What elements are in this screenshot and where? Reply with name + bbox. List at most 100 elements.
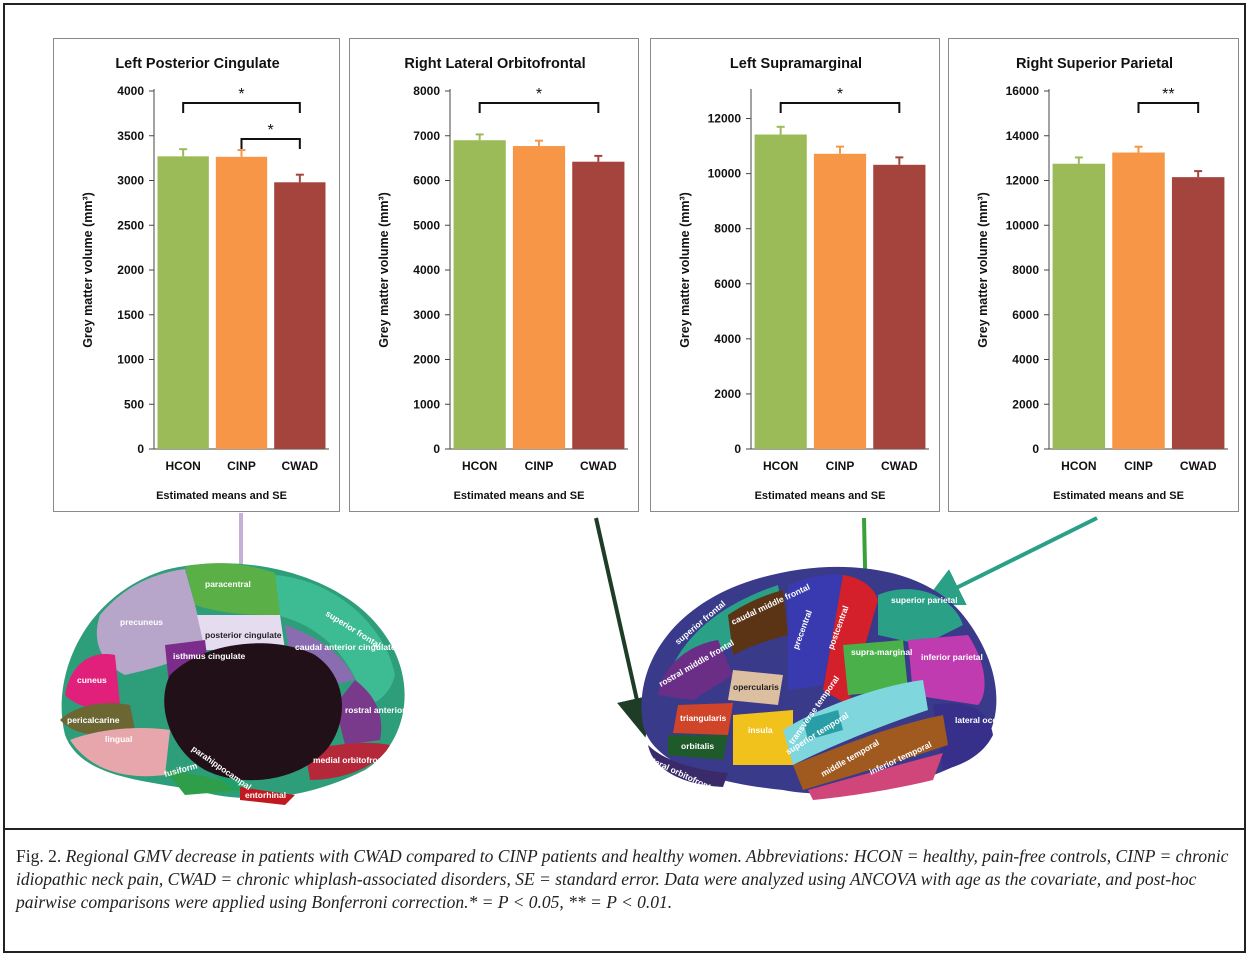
y-axis-label: Grey matter volume (mm³): [678, 192, 692, 348]
y-tick-label: 5000: [413, 218, 440, 232]
region-transverse-temporal: [803, 710, 843, 740]
region-label-paracentral: paracentral: [205, 579, 251, 589]
chart-title: Right Superior Parietal: [1016, 56, 1173, 72]
figure-caption: Fig. 2. Regional GMV decrease in patient…: [16, 845, 1231, 914]
region-fusiform: [165, 770, 245, 795]
region-entorhinal: [240, 787, 295, 805]
region-triangularis: [673, 703, 733, 735]
x-tick-label: CINP: [525, 459, 554, 473]
y-tick-label: 4000: [1012, 353, 1039, 367]
region-posterior-cingulate: [197, 615, 285, 650]
y-tick-label: 12000: [1006, 174, 1040, 188]
region-label-pericalcarine: pericalcarine: [67, 715, 120, 725]
bar-hcon: [453, 140, 506, 449]
significance-label: *: [238, 86, 244, 103]
y-axis-label: Grey matter volume (mm³): [81, 192, 95, 348]
region-label-entorhinal: entorhinal: [245, 790, 286, 800]
y-tick-label: 1500: [117, 308, 144, 322]
x-axis-label: Estimated means and SE: [1053, 490, 1184, 502]
region-superior-temporal: [783, 680, 928, 765]
region-label-triangularis: triangularis: [680, 713, 727, 723]
x-tick-label: CINP: [826, 459, 855, 473]
y-tick-label: 2500: [117, 218, 144, 232]
x-axis-label: Estimated means and SE: [156, 490, 287, 502]
region-lateral-orbitofrontal: [648, 745, 728, 787]
x-tick-label: CWAD: [1180, 459, 1217, 473]
region-orbitalis: [668, 735, 728, 760]
y-tick-label: 0: [1032, 442, 1039, 456]
significance-label: **: [1162, 86, 1174, 103]
chart-title: Left Supramarginal: [730, 56, 862, 72]
y-tick-label: 7000: [413, 129, 440, 143]
region-middle-temporal: [793, 715, 948, 790]
y-tick-label: 3000: [117, 174, 144, 188]
chart-panel-supramarginal: Left Supramarginal 0 2000 4000 6000 8000 10000…: [650, 38, 940, 512]
y-tick-label: 6000: [1012, 308, 1039, 322]
y-tick-label: 10000: [1006, 218, 1040, 232]
significance-label: *: [536, 86, 542, 103]
chart-panel-superior-parietal: Right Superior Parietal 0 2000 4000 6000 8000…: [948, 38, 1239, 512]
y-tick-label: 4000: [413, 263, 440, 277]
brain-lateral-view: superior frontal caudal middle frontal p…: [641, 566, 1013, 800]
y-tick-label: 0: [734, 442, 741, 456]
y-tick-label: 10000: [708, 167, 742, 181]
y-tick-label: 0: [433, 442, 440, 456]
y-tick-label: 500: [124, 397, 144, 411]
significance-bracket: [779, 102, 901, 113]
significance-bracket: [182, 102, 301, 113]
y-axis-label: Grey matter volume (mm³): [377, 192, 391, 348]
bar-cinp: [1112, 152, 1165, 449]
region-label-posterior-cingulate: posterior cingulate: [205, 630, 282, 640]
region-label-lingual: lingual: [105, 734, 132, 744]
y-tick-label: 8000: [413, 84, 440, 98]
y-tick-label: 14000: [1006, 129, 1040, 143]
bar-cwad: [572, 161, 625, 449]
y-tick-label: 4000: [714, 332, 741, 346]
bar-hcon: [1052, 163, 1106, 449]
x-tick-label: CWAD: [281, 459, 318, 473]
brain-medial-view: paracentral precuneus superior frontal p…: [60, 563, 425, 805]
significance-bracket: [478, 102, 600, 113]
region-paracentral: [185, 563, 280, 615]
region-rostral-middle-frontal: [658, 640, 733, 700]
y-tick-label: 2000: [413, 353, 440, 367]
y-tick-label: 6000: [714, 277, 741, 291]
y-tick-label: 8000: [714, 222, 741, 236]
y-tick-label: 2000: [714, 387, 741, 401]
region-medial-wall: [164, 643, 342, 781]
region-insula: [733, 710, 793, 765]
bar-cinp: [215, 156, 268, 449]
y-tick-label: 2000: [1012, 397, 1039, 411]
region-superior-frontal: [275, 575, 395, 705]
region-label-rostral-anterior-cingulate: rostral anterior cingulate: [345, 705, 425, 715]
region-lingual: [70, 728, 170, 777]
region-label-lateral-occipital: lateral occipital: [955, 715, 1013, 725]
region-medial-orbitofrontal: [305, 742, 390, 780]
bar-hcon: [754, 134, 807, 449]
region-inferior-parietal: [908, 635, 985, 705]
region-postcentral: [823, 575, 878, 705]
chart-title: Left Posterior Cingulate: [115, 56, 279, 72]
y-tick-label: 16000: [1006, 84, 1040, 98]
region-rostral-anterior-cingulate: [335, 680, 382, 745]
x-tick-label: CWAD: [580, 459, 617, 473]
region-lateral-occipital: [933, 703, 993, 770]
region-cuneus: [65, 654, 120, 708]
region-label-cuneus: cuneus: [77, 675, 107, 685]
x-axis-label: Estimated means and SE: [755, 490, 886, 502]
chart-panel-lateral-orbitofrontal: Right Lateral Orbitofrontal 0 1000 2000 3000…: [349, 38, 639, 512]
region-label-superior-parietal: superior parietal: [891, 595, 958, 605]
x-tick-label: HCON: [763, 459, 798, 473]
x-tick-label: CWAD: [881, 459, 918, 473]
figure-frame: [3, 3, 1246, 953]
bar-cwad: [873, 164, 926, 449]
y-tick-label: 4000: [117, 84, 144, 98]
region-caudal-middle-frontal: [728, 590, 788, 655]
x-axis-label: Estimated means and SE: [454, 490, 585, 502]
caption-figure-label: Fig. 2.: [16, 846, 62, 866]
region-opercularis: [728, 670, 783, 705]
x-tick-label: CINP: [1124, 459, 1153, 473]
region-label-opercularis: opercularis: [733, 682, 779, 692]
region-label-caudal-anterior-cingulate: caudal anterior cingulate: [295, 642, 396, 652]
region-label-insula: insula: [748, 725, 773, 735]
